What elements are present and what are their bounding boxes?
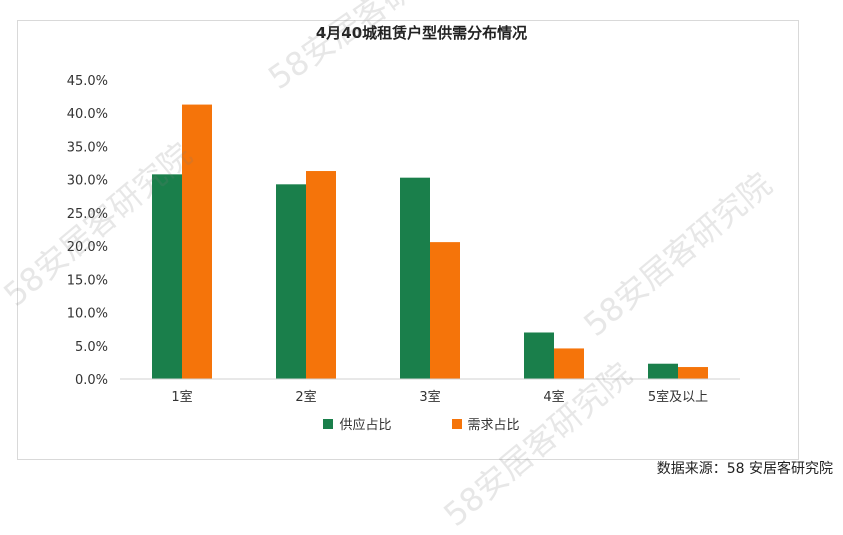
x-tick-label: 5室及以上 [648, 389, 708, 405]
bar-chart: 0.0% 5.0% 10.0% 15.0% 20.0% 25.0% 30.0% 35.0% 40… [67, 74, 740, 405]
x-tick-label: 3室 [419, 389, 440, 405]
bars [152, 104, 708, 379]
bar-supply [648, 363, 678, 379]
x-tick-label: 4室 [543, 389, 564, 405]
legend-item-demand: 需求占比 [451, 414, 520, 433]
bar-demand [430, 242, 460, 379]
bar-demand [678, 367, 708, 379]
y-tick-label: 10.0% [67, 307, 108, 322]
y-axis: 0.0% 5.0% 10.0% 15.0% 20.0% 25.0% 30.0% 35.0% 40… [67, 74, 108, 388]
legend-swatch-supply [323, 418, 334, 429]
y-tick-label: 20.0% [67, 240, 108, 255]
y-tick-label: 45.0% [67, 74, 108, 89]
bar-demand [306, 171, 336, 379]
source-note: 数据来源：58 安居客研究院 [656, 461, 833, 477]
x-tick-label: 2室 [295, 389, 316, 405]
bar-supply [400, 177, 430, 379]
y-tick-label: 30.0% [67, 174, 108, 189]
legend-swatch-demand [451, 418, 462, 429]
bar-supply [152, 174, 182, 379]
legend-label-demand: 需求占比 [467, 418, 520, 433]
x-axis: 1室 2室 3室 4室 5室及以上 [171, 389, 708, 405]
legend: 供应占比 需求占比 [0, 414, 843, 433]
legend-label-supply: 供应占比 [339, 418, 392, 433]
bar-demand [554, 348, 584, 379]
y-tick-label: 25.0% [67, 207, 108, 222]
y-tick-label: 5.0% [75, 340, 108, 355]
legend-item-supply: 供应占比 [323, 414, 392, 433]
chart-title: 4月40城租赁户型供需分布情况 [315, 24, 528, 42]
bar-demand [182, 104, 212, 379]
x-tick-label: 1室 [171, 389, 192, 405]
y-tick-label: 15.0% [67, 273, 108, 288]
y-tick-label: 0.0% [75, 373, 108, 388]
y-tick-label: 35.0% [67, 140, 108, 155]
y-tick-label: 40.0% [67, 107, 108, 122]
bar-supply [276, 184, 306, 379]
bar-supply [524, 332, 554, 379]
